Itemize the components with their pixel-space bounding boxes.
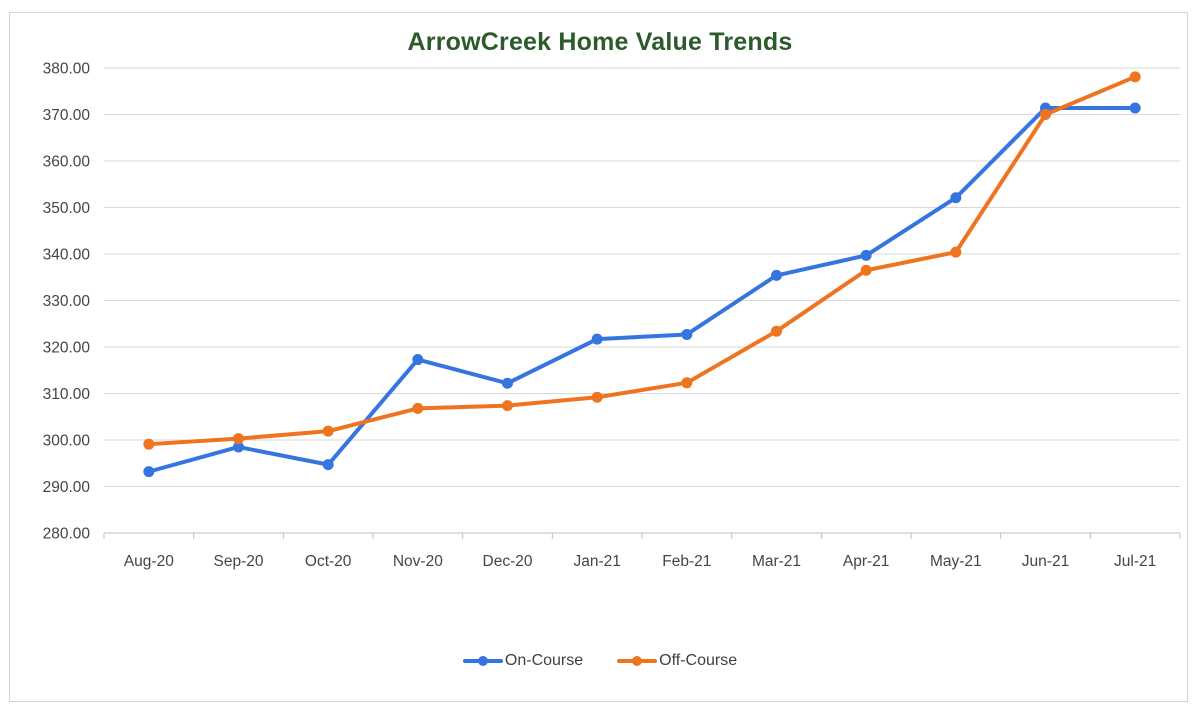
data-point-on-course: [860, 249, 872, 261]
chart-legend: On-Course Off-Course: [0, 652, 1200, 670]
x-axis-label: Jul-21: [1114, 553, 1156, 570]
data-point-off-course: [771, 325, 782, 337]
legend-item-off-course: Off-Course: [617, 652, 737, 670]
on-course-line-swatch: [462, 656, 503, 666]
data-point-on-course: [681, 328, 693, 340]
x-axis-label: Jun-21: [1022, 553, 1069, 570]
data-point-off-course: [950, 246, 962, 258]
data-point-on-course: [591, 333, 603, 345]
x-axis-label: Dec-20: [483, 553, 533, 570]
y-axis-label: 370.00: [43, 107, 91, 124]
y-axis-label: 320.00: [43, 339, 91, 356]
y-axis-label: 360.00: [43, 153, 91, 170]
y-axis-label: 290.00: [43, 479, 91, 496]
x-axis-label: Jan-21: [573, 553, 620, 570]
series-line-on-course: [146, 105, 1138, 474]
data-point-on-course: [412, 354, 424, 366]
x-axis-label: Mar-21: [752, 553, 801, 570]
x-axis-label: Aug-20: [124, 553, 174, 570]
data-point-on-course: [771, 269, 782, 281]
chart-title: ArrowCreek Home Value Trends: [407, 28, 793, 56]
x-axis-label: Feb-21: [662, 553, 711, 570]
data-point-off-course: [412, 402, 424, 414]
data-point-on-course: [950, 192, 962, 204]
x-axis-label: Oct-20: [305, 553, 352, 570]
x-axis-label: Apr-21: [843, 553, 890, 570]
legend-item-on-course: On-Course: [462, 652, 584, 670]
y-axis-label: 380.00: [43, 60, 91, 77]
y-axis-label: 350.00: [43, 200, 91, 217]
y-axis-label: 310.00: [43, 386, 91, 403]
x-axis-label: May-21: [930, 553, 982, 570]
data-point-off-course: [502, 400, 513, 412]
series-line-off-course: [146, 74, 1138, 447]
y-axis-label: 330.00: [43, 293, 91, 310]
data-point-off-course: [322, 425, 334, 437]
x-axis-label: Sep-20: [214, 553, 264, 570]
y-axis-label: 300.00: [43, 432, 91, 449]
data-point-on-course: [1129, 102, 1141, 114]
data-point-off-course: [143, 438, 155, 450]
off-course-marker-icon: [632, 656, 643, 666]
x-axis-label: Nov-20: [393, 553, 443, 570]
off-course-line-swatch: [617, 656, 658, 666]
data-point-on-course: [143, 466, 155, 478]
data-point-off-course: [591, 391, 603, 403]
legend-label-off-course: Off-Course: [659, 652, 738, 669]
data-point-off-course: [233, 433, 244, 445]
y-axis-label: 340.00: [43, 246, 91, 263]
data-point-off-course: [681, 377, 693, 389]
data-point-off-course: [860, 264, 872, 276]
data-point-on-course: [502, 377, 513, 389]
data-point-on-course: [322, 459, 334, 471]
on-course-marker-icon: [477, 656, 488, 666]
y-axis-label: 280.00: [43, 525, 91, 542]
data-point-off-course: [1040, 109, 1051, 120]
legend-label-on-course: On-Course: [504, 652, 584, 669]
chart-frame-border: [9, 12, 1188, 702]
data-point-on-course: [233, 441, 244, 453]
data-point-off-course: [1129, 71, 1141, 83]
